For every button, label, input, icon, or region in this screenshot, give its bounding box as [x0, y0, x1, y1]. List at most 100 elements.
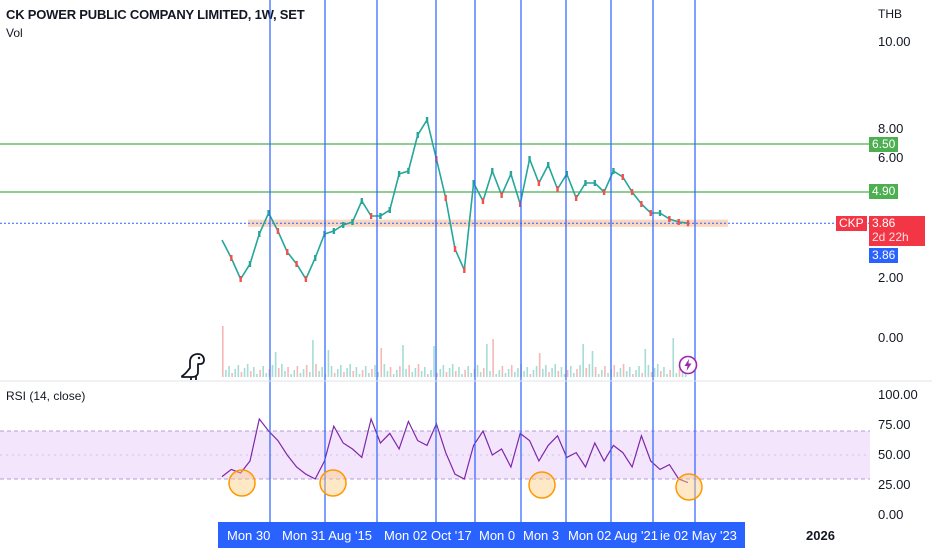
- rsi-axis-label: 0.00: [878, 507, 904, 522]
- volume-bar: [632, 374, 634, 377]
- volume-bar: [225, 370, 227, 377]
- price-candle: [556, 186, 559, 192]
- volume-bar: [597, 374, 600, 377]
- volume-bar: [663, 367, 665, 377]
- volume-bar: [299, 373, 302, 377]
- volume-bar: [380, 348, 383, 377]
- volume-bar: [653, 368, 656, 377]
- volume-bar: [237, 365, 240, 377]
- price-candle: [351, 219, 354, 225]
- volume-bar: [308, 372, 311, 377]
- volume-bar: [486, 344, 488, 377]
- volume-bar: [433, 346, 435, 377]
- volume-bar: [569, 366, 572, 377]
- volume-bar: [548, 372, 550, 377]
- volume-bar: [635, 370, 637, 377]
- volume-bar: [352, 371, 355, 377]
- volume-bar: [482, 368, 485, 377]
- volume-bar: [526, 367, 529, 377]
- volume-bar: [293, 370, 296, 377]
- level-tag-4-90[interactable]: 4.90: [869, 184, 899, 199]
- price-candle: [668, 216, 671, 222]
- volume-bar: [411, 372, 414, 377]
- time-axis-highlight[interactable]: [218, 522, 745, 548]
- volume-bar: [318, 371, 320, 377]
- volume-bar: [246, 364, 249, 377]
- volume-bar: [436, 373, 438, 377]
- dinosaur-icon[interactable]: [178, 350, 210, 382]
- price-candle: [416, 132, 419, 138]
- volume-bar: [669, 370, 671, 377]
- symbol-tag: CKP: [836, 216, 867, 231]
- volume-bar: [349, 364, 351, 377]
- volume-bar: [455, 371, 457, 377]
- volume-bar: [346, 368, 348, 377]
- price-candle: [407, 168, 410, 174]
- price-candle: [453, 246, 457, 252]
- volume-bar: [535, 366, 538, 377]
- lightning-icon[interactable]: [678, 355, 698, 375]
- volume-bar: [641, 373, 643, 377]
- volume-bar: [271, 365, 274, 377]
- volume-bar: [579, 365, 581, 377]
- volume-bar: [364, 366, 367, 377]
- volume-bar: [312, 340, 314, 377]
- price-candle: [267, 210, 270, 216]
- time-axis-label: Mon 30: [227, 528, 271, 543]
- volume-bar: [476, 365, 479, 377]
- price-candle: [509, 171, 513, 177]
- volume-bar: [498, 370, 501, 377]
- volume-bar: [234, 369, 237, 377]
- price-candle: [500, 192, 503, 198]
- volume-bar: [305, 365, 308, 377]
- current-price-tag: 3.86 2d 22h: [869, 216, 925, 246]
- price-candle: [593, 180, 596, 186]
- last-price-tag: 3.86: [869, 248, 899, 263]
- volume-bar: [660, 371, 662, 377]
- volume-bar: [619, 368, 622, 377]
- volume-bar: [383, 364, 386, 377]
- volume-bar: [510, 365, 513, 377]
- volume-bar: [644, 349, 647, 377]
- price-candle: [574, 195, 578, 201]
- price-axis-label: 6.00: [878, 150, 904, 165]
- price-candle: [341, 222, 345, 228]
- volume-bar: [613, 365, 616, 377]
- volume-bar: [529, 374, 532, 377]
- volume-bar: [672, 338, 675, 377]
- price-axis-label: 0.00: [878, 330, 904, 345]
- rsi-low-circle: [319, 469, 347, 497]
- volume-bar: [489, 371, 491, 377]
- price-candle: [397, 171, 401, 177]
- volume-bar: [414, 368, 417, 377]
- volume-bar: [585, 368, 588, 377]
- time-axis-label: Mon 02 Aug '21: [568, 528, 658, 543]
- volume-bar: [461, 374, 463, 377]
- volume-bar: [361, 370, 364, 377]
- price-candle: [248, 261, 252, 267]
- volume-bar: [532, 370, 535, 377]
- level-tag-6-50[interactable]: 6.50: [869, 137, 899, 152]
- volume-bar: [386, 371, 389, 377]
- volume-bar: [243, 368, 246, 377]
- volume-bar: [495, 374, 497, 377]
- volume-bar: [492, 339, 494, 377]
- volume-bar: [647, 365, 650, 377]
- price-axis-label: 10.00: [878, 34, 911, 49]
- volume-bar: [302, 369, 305, 377]
- volume-bar: [560, 367, 563, 377]
- volume-bar: [287, 367, 289, 377]
- bar-countdown: 2d 22h: [872, 230, 909, 244]
- volume-bar: [377, 372, 379, 377]
- volume-bar: [566, 370, 569, 377]
- rsi-line: [221, 416, 689, 484]
- price-candle: [369, 213, 373, 219]
- volume-bar: [604, 366, 606, 377]
- volume-bar: [368, 373, 370, 377]
- volume-bar: [240, 372, 243, 377]
- price-candle: [239, 276, 242, 282]
- price-candle: [565, 171, 569, 177]
- volume-bar: [523, 371, 525, 377]
- volume-bar: [628, 367, 631, 377]
